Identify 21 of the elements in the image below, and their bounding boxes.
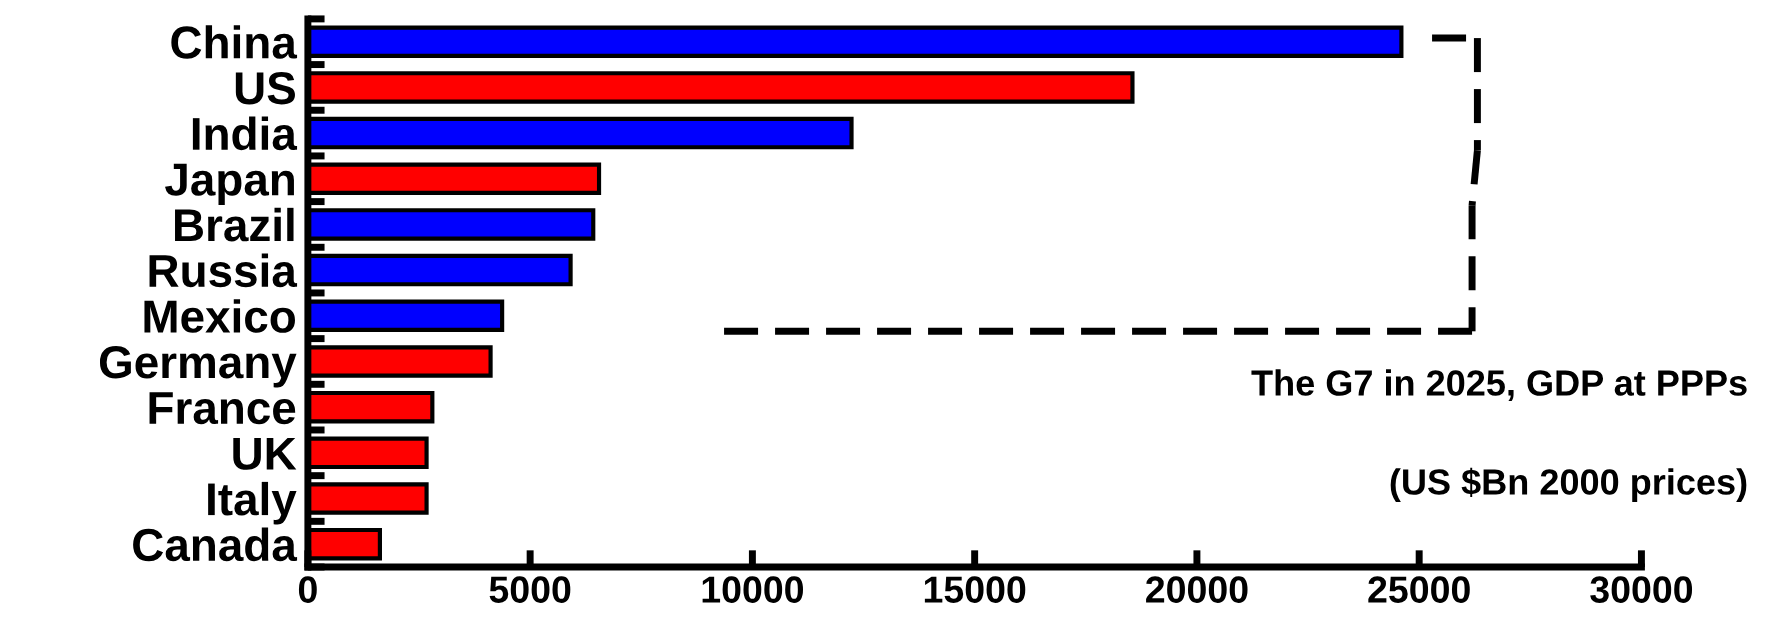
y-tick-label: France bbox=[149, 392, 296, 425]
x-tick-label: 30000 bbox=[1590, 576, 1693, 603]
y-tick-label: Germany bbox=[99, 346, 297, 388]
annotation: The G7 in 2025, GDP at PPPs bbox=[1251, 369, 1747, 402]
y-tick-label: Mexico bbox=[144, 299, 295, 333]
y-tick-label: China bbox=[171, 25, 298, 59]
y-tick-label: Japan bbox=[165, 163, 294, 205]
x-tick-label: 10000 bbox=[702, 576, 803, 603]
y-tick-label: Canada bbox=[133, 527, 298, 562]
y-tick-label: UK bbox=[233, 437, 297, 470]
y-tick-label: India bbox=[192, 116, 298, 151]
x-tick-label: 0 bbox=[298, 576, 317, 603]
y-tick-label: Italy bbox=[208, 481, 297, 525]
y-tick-label: Russia bbox=[149, 253, 298, 288]
x-tick-label: 5000 bbox=[489, 576, 571, 603]
y-tick-label: Brazil bbox=[175, 207, 294, 242]
x-tick-label: 15000 bbox=[924, 576, 1026, 603]
x-tick-label: 20000 bbox=[1146, 576, 1248, 603]
y-tick-label: US bbox=[235, 72, 295, 105]
annotation: (US $Bn 2000 prices) bbox=[1390, 467, 1747, 502]
x-tick-label: 25000 bbox=[1368, 576, 1470, 603]
